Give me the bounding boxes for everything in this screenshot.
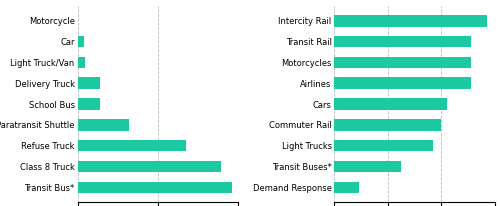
Bar xyxy=(334,140,434,151)
Bar xyxy=(78,57,85,68)
Bar xyxy=(334,98,447,110)
Bar xyxy=(334,36,471,47)
Bar xyxy=(78,161,221,172)
Bar xyxy=(334,161,402,172)
Bar xyxy=(334,57,471,68)
Bar xyxy=(78,181,233,193)
Bar xyxy=(78,77,100,89)
Bar xyxy=(78,119,129,131)
Bar xyxy=(78,36,84,47)
Bar xyxy=(334,119,442,131)
Bar xyxy=(334,77,471,89)
Bar xyxy=(78,140,186,151)
Bar xyxy=(334,181,358,193)
Bar xyxy=(78,98,100,110)
Bar xyxy=(334,15,487,27)
